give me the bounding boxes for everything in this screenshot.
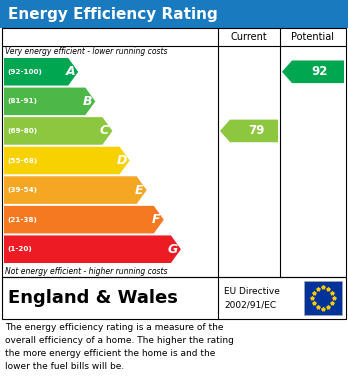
Polygon shape [4,58,78,86]
Text: F: F [151,213,160,226]
Text: B: B [82,95,92,108]
Text: Energy Efficiency Rating: Energy Efficiency Rating [8,7,218,22]
Text: (21-38): (21-38) [7,217,37,222]
Text: C: C [100,124,109,137]
Polygon shape [4,235,181,263]
Text: (81-91): (81-91) [7,99,37,104]
Text: Very energy efficient - lower running costs: Very energy efficient - lower running co… [5,47,167,57]
Bar [2,28,346,277]
Text: A: A [65,65,75,78]
Bar [0,0,348,28]
Polygon shape [4,206,164,233]
Text: England & Wales: England & Wales [8,289,178,307]
Text: EU Directive: EU Directive [224,287,280,296]
Polygon shape [4,88,95,115]
Text: 92: 92 [312,65,328,78]
Text: Current: Current [231,32,267,42]
Text: The energy efficiency rating is a measure of the
overall efficiency of a home. T: The energy efficiency rating is a measur… [5,323,234,371]
Bar [304,281,342,315]
Text: (92-100): (92-100) [7,69,42,75]
Text: (69-80): (69-80) [7,128,37,134]
Polygon shape [4,147,129,174]
Text: Not energy efficient - higher running costs: Not energy efficient - higher running co… [5,267,167,276]
Polygon shape [4,176,147,204]
Text: D: D [116,154,127,167]
Text: Potential: Potential [292,32,334,42]
Text: E: E [134,183,143,197]
Text: (39-54): (39-54) [7,187,37,193]
Text: 2002/91/EC: 2002/91/EC [224,301,276,310]
Text: (55-68): (55-68) [7,158,37,163]
Polygon shape [4,117,112,145]
Polygon shape [282,61,344,83]
Text: 79: 79 [248,124,264,137]
Bar [2,277,346,319]
Text: (1-20): (1-20) [7,246,32,252]
Polygon shape [220,120,278,142]
Text: G: G [168,243,178,256]
